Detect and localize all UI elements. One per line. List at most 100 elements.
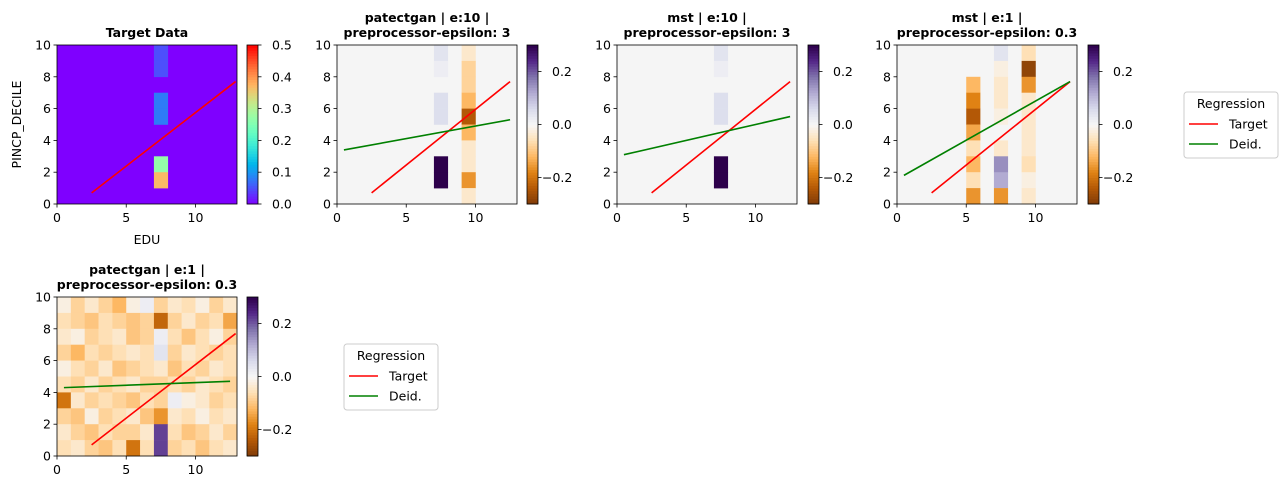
heatmap-cell [209, 328, 224, 345]
heatmap-cell [57, 408, 72, 425]
y-tick-label: 0 [43, 197, 51, 212]
heatmap-cell [112, 312, 127, 330]
heatmap-cell [57, 328, 72, 345]
heatmap-cell [966, 108, 981, 125]
colorbar-segment [1088, 185, 1099, 189]
colorbar-segment [527, 111, 538, 115]
colorbar-segment [527, 105, 538, 110]
colorbar-segment [247, 429, 258, 433]
heatmap-cell [57, 344, 72, 361]
heatmap-cell [153, 328, 169, 345]
colorbar-segment [1088, 47, 1099, 51]
x-tick-label: 10 [468, 210, 484, 225]
heatmap-cell [993, 140, 1009, 157]
colorbar-segment [247, 66, 258, 70]
heatmap-cell [98, 376, 113, 393]
heatmap-cell [195, 360, 210, 377]
colorbar-segment [247, 185, 258, 189]
regression-line-target [91, 80, 237, 194]
x-tick-label: 0 [53, 210, 61, 225]
colorbar-segment [1088, 129, 1099, 133]
colorbar-tick-label: 0.2 [552, 64, 572, 79]
colorbar-segment [247, 63, 258, 67]
colorbar-segment [247, 328, 258, 332]
colorbar-segment [247, 297, 258, 301]
colorbar-segment [1088, 100, 1099, 104]
colorbar-segment [247, 384, 258, 388]
heatmap-cell [112, 408, 127, 425]
heatmap-cell [126, 424, 141, 441]
colorbar-segment [527, 132, 538, 136]
y-tick-label: 4 [43, 133, 51, 148]
colorbar-segment [247, 376, 258, 380]
heatmap-cell [433, 92, 449, 109]
heatmap-cell [167, 344, 182, 361]
colorbar-segment [527, 166, 538, 171]
y-tick-label: 6 [43, 101, 51, 116]
colorbar-segment [247, 58, 258, 62]
heatmap-cell [209, 360, 224, 377]
heatmap-cell [70, 376, 85, 393]
heatmap-cell [181, 328, 196, 345]
heatmap-cell [209, 408, 224, 425]
colorbar-segment [527, 124, 538, 128]
colorbar-segment [527, 201, 538, 205]
colorbar-segment [527, 143, 538, 147]
heatmap-cell [1021, 60, 1036, 78]
y-tick-label: 8 [43, 321, 51, 336]
colorbar-segment [247, 180, 258, 184]
colorbar-segment [247, 82, 258, 86]
colorbar-segment [1088, 196, 1099, 200]
colorbar-segment [527, 55, 538, 59]
heatmap-cell [57, 360, 72, 377]
heatmap-cell [713, 108, 729, 125]
y-tick-label: 2 [43, 165, 51, 180]
colorbar-segment [1088, 198, 1099, 202]
heatmap-cell [195, 392, 210, 409]
heatmap-cell [140, 328, 155, 345]
colorbar-segment [247, 74, 258, 78]
colorbar-segment [247, 84, 258, 88]
colorbar-segment [1088, 158, 1099, 163]
y-tick-label: 0 [323, 197, 331, 212]
colorbar-segment [247, 188, 258, 192]
colorbar-segment [247, 201, 258, 205]
heatmap-cell [181, 312, 196, 330]
heatmap-cell [167, 392, 182, 409]
colorbar-tick-label: −0.2 [262, 422, 292, 437]
colorbar-segment [527, 196, 538, 200]
heatmap-cell [112, 424, 127, 441]
heatmap-cell [126, 360, 141, 377]
colorbar-segment [1088, 174, 1099, 178]
colorbar-segment [247, 413, 258, 417]
y-tick-label: 10 [35, 290, 51, 305]
colorbar-segment [1088, 90, 1099, 94]
regression-line-deid [343, 118, 511, 151]
colorbar-segment [247, 156, 258, 160]
y-tick-label: 8 [43, 69, 51, 84]
colorbar-segment [808, 127, 819, 131]
plot-background [897, 45, 1077, 204]
colorbar-segment [247, 320, 258, 324]
colorbar-segment [808, 116, 819, 120]
colorbar-segment [1088, 182, 1099, 186]
colorbar-segment [1088, 121, 1099, 125]
y-tick-label: 0 [603, 197, 611, 212]
colorbar-segment [247, 60, 258, 65]
colorbar-segment [247, 342, 258, 346]
chart-title: preprocessor-epsilon: 3 [344, 25, 511, 40]
y-tick-label: 0 [43, 449, 51, 464]
colorbar-segment [527, 60, 538, 65]
colorbar-segment [247, 299, 258, 303]
heatmap-cell [713, 156, 729, 173]
colorbar-segment [527, 148, 538, 152]
colorbar-segment [808, 103, 819, 107]
chart-title: Target Data [106, 25, 189, 40]
colorbar-segment [1088, 79, 1099, 83]
colorbar-segment [527, 158, 538, 163]
heatmap-cell [195, 376, 210, 393]
colorbar-segment [527, 82, 538, 86]
colorbar-segment [247, 360, 258, 364]
colorbar-segment [808, 193, 819, 197]
heatmap-cell [1021, 188, 1036, 205]
